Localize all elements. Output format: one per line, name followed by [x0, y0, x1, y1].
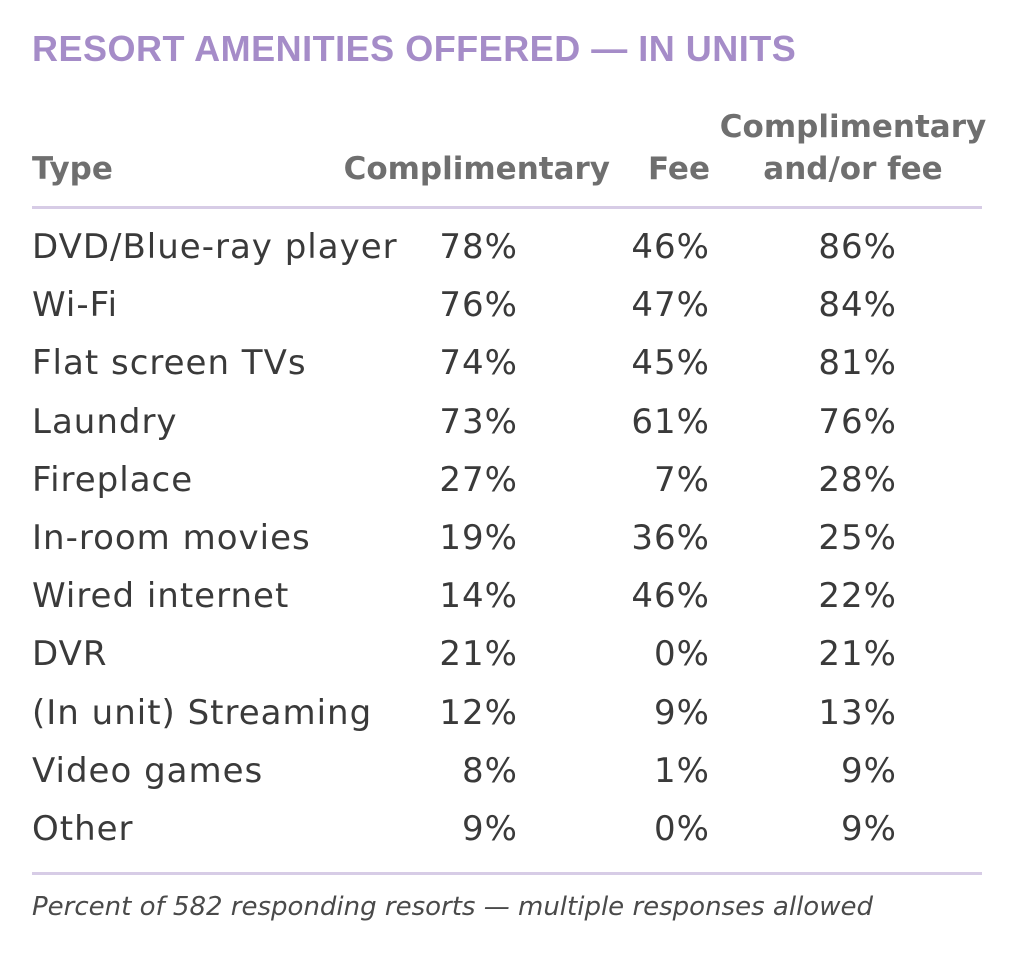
cell-fee: 0%: [654, 634, 710, 675]
cell-fee: 36%: [631, 518, 710, 558]
cell-type: Other: [32, 809, 134, 849]
table-row: Other 9% 0% 9%: [0, 800, 1022, 858]
cell-complimentary: 9%: [462, 809, 518, 849]
cell-complimentary-and-or-fee: 25%: [818, 518, 897, 558]
cell-complimentary-and-or-fee: 13%: [818, 692, 897, 733]
cell-type: DVR: [32, 634, 108, 675]
header-fee: Fee: [648, 151, 710, 187]
table-row: Laundry 73% 61% 76%: [0, 393, 1022, 451]
cell-fee: 9%: [654, 692, 710, 733]
cell-complimentary: 8%: [462, 750, 518, 791]
cell-complimentary: 78%: [439, 227, 518, 267]
cell-complimentary: 19%: [439, 518, 518, 558]
cell-type: In-room movies: [32, 518, 311, 558]
cell-complimentary: 27%: [439, 459, 518, 500]
cell-complimentary-and-or-fee: 86%: [818, 227, 897, 267]
cell-complimentary: 14%: [439, 576, 518, 617]
table-row: Fireplace 27% 7% 28%: [0, 451, 1022, 509]
cell-fee: 46%: [631, 576, 710, 617]
cell-complimentary: 73%: [439, 401, 518, 442]
cell-type: Video games: [32, 750, 264, 791]
cell-complimentary-and-or-fee: 9%: [841, 809, 897, 849]
cell-fee: 46%: [631, 227, 710, 267]
cell-complimentary-and-or-fee: 28%: [818, 459, 897, 500]
cell-type: DVD/Blue-ray player: [32, 227, 398, 267]
cell-fee: 7%: [654, 459, 710, 500]
table-row: Flat screen TVs 74% 45% 81%: [0, 334, 1022, 392]
cell-complimentary-and-or-fee: 84%: [818, 285, 897, 326]
cell-type: Flat screen TVs: [32, 343, 307, 384]
cell-complimentary-and-or-fee: 21%: [818, 634, 897, 675]
cell-complimentary-and-or-fee: 9%: [841, 750, 897, 791]
table-row: Wired internet 14% 46% 22%: [0, 567, 1022, 625]
header-complimentary-and-or-fee: Complimentary and/or fee: [719, 109, 987, 187]
cell-fee: 45%: [631, 343, 710, 384]
table-row: In-room movies 19% 36% 25%: [0, 509, 1022, 567]
cell-type: Wired internet: [32, 576, 290, 617]
cell-fee: 0%: [654, 809, 710, 849]
footnote: Percent of 582 responding resorts — mult…: [32, 892, 873, 922]
cell-complimentary: 12%: [439, 692, 518, 733]
cell-complimentary-and-or-fee: 81%: [818, 343, 897, 384]
table-title: RESORT AMENITIES OFFERED — IN UNITS: [32, 28, 797, 69]
cell-fee: 47%: [631, 285, 710, 326]
cell-type: Wi-Fi: [32, 285, 119, 326]
table-row: DVD/Blue-ray player 78% 46% 86%: [0, 218, 1022, 276]
cell-complimentary-and-or-fee: 22%: [818, 576, 897, 617]
table-row: Video games 8% 1% 9%: [0, 742, 1022, 800]
cell-fee: 1%: [654, 750, 710, 791]
table-row: (In unit) Streaming 12% 9% 13%: [0, 684, 1022, 742]
cell-complimentary: 76%: [439, 285, 518, 326]
table-row: DVR 21% 0% 21%: [0, 625, 1022, 683]
cell-complimentary: 74%: [439, 343, 518, 384]
cell-complimentary-and-or-fee: 76%: [818, 401, 897, 442]
header-divider: [32, 206, 982, 209]
table-row: Wi-Fi 76% 47% 84%: [0, 276, 1022, 334]
header-complimentary: Complimentary: [343, 151, 610, 187]
header-type: Type: [32, 151, 113, 187]
cell-type: Fireplace: [32, 459, 194, 500]
cell-fee: 61%: [631, 401, 710, 442]
cell-complimentary: 21%: [439, 634, 518, 675]
cell-type: Laundry: [32, 401, 178, 442]
cell-type: (In unit) Streaming: [32, 692, 373, 733]
footer-divider: [32, 872, 982, 875]
